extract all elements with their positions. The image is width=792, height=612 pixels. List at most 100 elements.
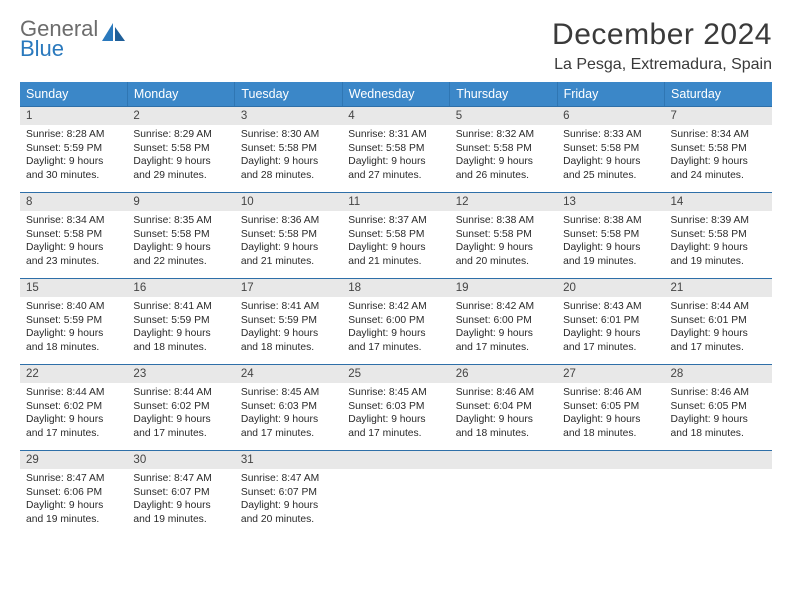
daylight-line1: Daylight: 9 hours bbox=[456, 413, 551, 427]
daylight-line2: and 30 minutes. bbox=[26, 169, 121, 183]
title-block: December 2024 La Pesga, Extremadura, Spa… bbox=[552, 18, 772, 74]
sunset-text: Sunset: 6:01 PM bbox=[563, 314, 658, 328]
sunset-text: Sunset: 6:05 PM bbox=[671, 400, 766, 414]
sunrise-text: Sunrise: 8:45 AM bbox=[348, 386, 443, 400]
daylight-line2: and 18 minutes. bbox=[133, 341, 228, 355]
daylight-line1: Daylight: 9 hours bbox=[133, 413, 228, 427]
daylight-line2: and 18 minutes. bbox=[671, 427, 766, 441]
day-cell: 2Sunrise: 8:29 AMSunset: 5:58 PMDaylight… bbox=[127, 106, 234, 192]
daylight-line2: and 27 minutes. bbox=[348, 169, 443, 183]
daylight-line2: and 18 minutes. bbox=[456, 427, 551, 441]
header: General Blue December 2024 La Pesga, Ext… bbox=[20, 18, 772, 74]
day-details: Sunrise: 8:33 AMSunset: 5:58 PMDaylight:… bbox=[557, 125, 664, 186]
day-number: 4 bbox=[342, 106, 449, 125]
day-details: Sunrise: 8:45 AMSunset: 6:03 PMDaylight:… bbox=[342, 383, 449, 444]
daylight-line2: and 17 minutes. bbox=[133, 427, 228, 441]
daylight-line1: Daylight: 9 hours bbox=[348, 413, 443, 427]
sunrise-text: Sunrise: 8:46 AM bbox=[671, 386, 766, 400]
day-details: Sunrise: 8:43 AMSunset: 6:01 PMDaylight:… bbox=[557, 297, 664, 358]
day-details: Sunrise: 8:39 AMSunset: 5:58 PMDaylight:… bbox=[665, 211, 772, 272]
day-number: 28 bbox=[665, 364, 772, 383]
day-number: 22 bbox=[20, 364, 127, 383]
logo-text: General Blue bbox=[20, 18, 98, 60]
day-cell: 27Sunrise: 8:46 AMSunset: 6:05 PMDayligh… bbox=[557, 364, 664, 450]
day-details: Sunrise: 8:42 AMSunset: 6:00 PMDaylight:… bbox=[342, 297, 449, 358]
day-cell: 23Sunrise: 8:44 AMSunset: 6:02 PMDayligh… bbox=[127, 364, 234, 450]
day-number: 12 bbox=[450, 192, 557, 211]
day-cell: . bbox=[557, 450, 664, 536]
daylight-line1: Daylight: 9 hours bbox=[26, 413, 121, 427]
daylight-line2: and 20 minutes. bbox=[456, 255, 551, 269]
day-details: Sunrise: 8:34 AMSunset: 5:58 PMDaylight:… bbox=[20, 211, 127, 272]
day-details: Sunrise: 8:46 AMSunset: 6:04 PMDaylight:… bbox=[450, 383, 557, 444]
day-cell: . bbox=[450, 450, 557, 536]
day-details: Sunrise: 8:44 AMSunset: 6:02 PMDaylight:… bbox=[20, 383, 127, 444]
calendar-row: 22Sunrise: 8:44 AMSunset: 6:02 PMDayligh… bbox=[20, 364, 772, 450]
sunset-text: Sunset: 5:59 PM bbox=[241, 314, 336, 328]
daylight-line2: and 20 minutes. bbox=[241, 513, 336, 527]
calendar-row: 29Sunrise: 8:47 AMSunset: 6:06 PMDayligh… bbox=[20, 450, 772, 536]
daylight-line1: Daylight: 9 hours bbox=[241, 241, 336, 255]
sunset-text: Sunset: 6:00 PM bbox=[456, 314, 551, 328]
weekday-header: Sunday bbox=[20, 82, 127, 106]
day-number: 20 bbox=[557, 278, 664, 297]
day-number: 8 bbox=[20, 192, 127, 211]
daylight-line1: Daylight: 9 hours bbox=[456, 327, 551, 341]
sunrise-text: Sunrise: 8:42 AM bbox=[348, 300, 443, 314]
weekday-header: Thursday bbox=[450, 82, 557, 106]
sunrise-text: Sunrise: 8:33 AM bbox=[563, 128, 658, 142]
day-number: 9 bbox=[127, 192, 234, 211]
day-cell: 11Sunrise: 8:37 AMSunset: 5:58 PMDayligh… bbox=[342, 192, 449, 278]
daylight-line1: Daylight: 9 hours bbox=[563, 413, 658, 427]
sunset-text: Sunset: 5:59 PM bbox=[26, 142, 121, 156]
day-cell: 1Sunrise: 8:28 AMSunset: 5:59 PMDaylight… bbox=[20, 106, 127, 192]
day-cell: 22Sunrise: 8:44 AMSunset: 6:02 PMDayligh… bbox=[20, 364, 127, 450]
daylight-line1: Daylight: 9 hours bbox=[241, 155, 336, 169]
day-number: 17 bbox=[235, 278, 342, 297]
day-cell: 13Sunrise: 8:38 AMSunset: 5:58 PMDayligh… bbox=[557, 192, 664, 278]
weekday-header: Monday bbox=[127, 82, 234, 106]
daylight-line2: and 18 minutes. bbox=[241, 341, 336, 355]
day-number: 10 bbox=[235, 192, 342, 211]
day-details: Sunrise: 8:31 AMSunset: 5:58 PMDaylight:… bbox=[342, 125, 449, 186]
weekday-header: Saturday bbox=[665, 82, 772, 106]
day-number: 2 bbox=[127, 106, 234, 125]
month-title: December 2024 bbox=[552, 18, 772, 52]
day-cell: 19Sunrise: 8:42 AMSunset: 6:00 PMDayligh… bbox=[450, 278, 557, 364]
daylight-line2: and 23 minutes. bbox=[26, 255, 121, 269]
day-number: 23 bbox=[127, 364, 234, 383]
daylight-line1: Daylight: 9 hours bbox=[133, 155, 228, 169]
sunrise-text: Sunrise: 8:37 AM bbox=[348, 214, 443, 228]
sunset-text: Sunset: 6:00 PM bbox=[348, 314, 443, 328]
day-cell: 8Sunrise: 8:34 AMSunset: 5:58 PMDaylight… bbox=[20, 192, 127, 278]
day-details: Sunrise: 8:38 AMSunset: 5:58 PMDaylight:… bbox=[450, 211, 557, 272]
day-details: Sunrise: 8:45 AMSunset: 6:03 PMDaylight:… bbox=[235, 383, 342, 444]
sunset-text: Sunset: 5:58 PM bbox=[563, 142, 658, 156]
sunset-text: Sunset: 6:05 PM bbox=[563, 400, 658, 414]
daylight-line2: and 19 minutes. bbox=[133, 513, 228, 527]
day-cell: 24Sunrise: 8:45 AMSunset: 6:03 PMDayligh… bbox=[235, 364, 342, 450]
day-details: Sunrise: 8:44 AMSunset: 6:01 PMDaylight:… bbox=[665, 297, 772, 358]
day-cell: 14Sunrise: 8:39 AMSunset: 5:58 PMDayligh… bbox=[665, 192, 772, 278]
sunrise-text: Sunrise: 8:47 AM bbox=[241, 472, 336, 486]
day-number-empty: . bbox=[665, 450, 772, 469]
daylight-line1: Daylight: 9 hours bbox=[241, 499, 336, 513]
day-cell: 10Sunrise: 8:36 AMSunset: 5:58 PMDayligh… bbox=[235, 192, 342, 278]
weekday-header: Friday bbox=[557, 82, 664, 106]
day-number-empty: . bbox=[450, 450, 557, 469]
daylight-line2: and 17 minutes. bbox=[671, 341, 766, 355]
day-details: Sunrise: 8:44 AMSunset: 6:02 PMDaylight:… bbox=[127, 383, 234, 444]
daylight-line1: Daylight: 9 hours bbox=[241, 327, 336, 341]
day-cell: 31Sunrise: 8:47 AMSunset: 6:07 PMDayligh… bbox=[235, 450, 342, 536]
daylight-line2: and 22 minutes. bbox=[133, 255, 228, 269]
day-details: Sunrise: 8:35 AMSunset: 5:58 PMDaylight:… bbox=[127, 211, 234, 272]
day-number: 1 bbox=[20, 106, 127, 125]
day-cell: 18Sunrise: 8:42 AMSunset: 6:00 PMDayligh… bbox=[342, 278, 449, 364]
day-number: 24 bbox=[235, 364, 342, 383]
sunset-text: Sunset: 5:58 PM bbox=[348, 142, 443, 156]
sunrise-text: Sunrise: 8:44 AM bbox=[133, 386, 228, 400]
sunrise-text: Sunrise: 8:29 AM bbox=[133, 128, 228, 142]
sunset-text: Sunset: 5:58 PM bbox=[348, 228, 443, 242]
day-cell: 12Sunrise: 8:38 AMSunset: 5:58 PMDayligh… bbox=[450, 192, 557, 278]
sunrise-text: Sunrise: 8:34 AM bbox=[671, 128, 766, 142]
